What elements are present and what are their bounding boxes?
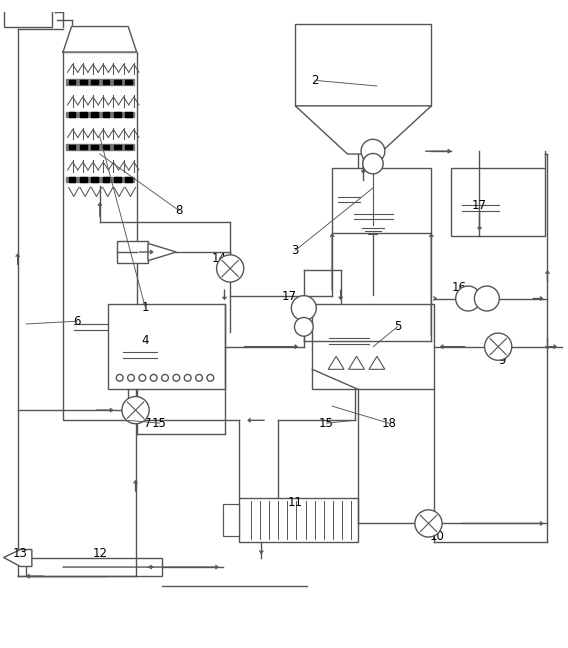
Bar [117, 241, 148, 263]
Polygon shape [80, 178, 87, 182]
Text: 11: 11 [288, 496, 303, 509]
Bar [332, 168, 431, 233]
Polygon shape [91, 80, 98, 84]
Bar [312, 304, 434, 389]
Polygon shape [114, 80, 121, 84]
Polygon shape [103, 145, 110, 149]
Text: 9: 9 [498, 354, 506, 367]
Text: 17: 17 [472, 198, 487, 211]
Polygon shape [66, 144, 134, 150]
Text: 14: 14 [211, 252, 226, 265]
Circle shape [128, 375, 135, 381]
Polygon shape [114, 178, 121, 182]
Bar [108, 304, 224, 389]
Text: 10: 10 [429, 530, 444, 543]
Polygon shape [80, 145, 87, 149]
Circle shape [195, 375, 202, 381]
Text: 16: 16 [452, 281, 467, 294]
Circle shape [139, 375, 146, 381]
Polygon shape [69, 178, 76, 182]
Circle shape [173, 375, 179, 381]
Polygon shape [80, 80, 87, 84]
Text: 5: 5 [394, 320, 401, 333]
Polygon shape [114, 145, 121, 149]
Polygon shape [295, 106, 431, 154]
Circle shape [207, 375, 214, 381]
Polygon shape [63, 27, 137, 52]
Text: 2: 2 [311, 74, 319, 87]
Text: M: M [300, 304, 307, 312]
Polygon shape [3, 550, 32, 566]
Polygon shape [80, 112, 87, 117]
Text: 6: 6 [73, 315, 81, 328]
Circle shape [363, 154, 383, 174]
Polygon shape [349, 356, 365, 369]
Bar [26, 558, 162, 576]
Circle shape [361, 139, 385, 163]
Circle shape [456, 286, 481, 311]
Text: 13: 13 [13, 547, 28, 560]
Polygon shape [328, 356, 344, 369]
Circle shape [474, 286, 499, 311]
Text: M: M [369, 146, 377, 156]
Bar [63, 52, 137, 421]
Polygon shape [66, 79, 134, 85]
Circle shape [216, 255, 244, 282]
Polygon shape [103, 80, 110, 84]
Circle shape [184, 375, 191, 381]
Text: 1: 1 [141, 301, 149, 314]
Text: 12: 12 [93, 547, 107, 560]
Circle shape [151, 375, 157, 381]
Polygon shape [103, 112, 110, 117]
Polygon shape [91, 112, 98, 117]
Text: 15: 15 [152, 417, 167, 430]
Text: 3: 3 [291, 244, 299, 257]
Polygon shape [126, 178, 132, 182]
Circle shape [294, 318, 313, 336]
Bar [223, 503, 239, 537]
Bar [3, 8, 52, 27]
Polygon shape [114, 112, 121, 117]
Text: 18: 18 [381, 417, 396, 430]
Text: 8: 8 [176, 204, 183, 217]
Polygon shape [126, 145, 132, 149]
Bar [239, 498, 358, 542]
Polygon shape [66, 177, 134, 182]
Polygon shape [69, 112, 76, 117]
Text: 4: 4 [141, 334, 149, 347]
Bar [295, 24, 431, 106]
Polygon shape [66, 111, 134, 117]
Text: 15: 15 [319, 417, 334, 430]
Circle shape [485, 333, 512, 360]
Polygon shape [126, 112, 132, 117]
Polygon shape [69, 80, 76, 84]
Polygon shape [91, 145, 98, 149]
Circle shape [116, 375, 123, 381]
Text: 17: 17 [282, 290, 297, 303]
Polygon shape [103, 178, 110, 182]
Circle shape [415, 510, 442, 537]
Polygon shape [126, 80, 132, 84]
Circle shape [162, 375, 168, 381]
Text: 7: 7 [144, 417, 152, 430]
Circle shape [291, 295, 316, 321]
Polygon shape [91, 178, 98, 182]
Polygon shape [148, 244, 176, 260]
Bar [451, 168, 545, 236]
Polygon shape [369, 356, 385, 369]
Circle shape [122, 397, 149, 424]
Polygon shape [69, 145, 76, 149]
